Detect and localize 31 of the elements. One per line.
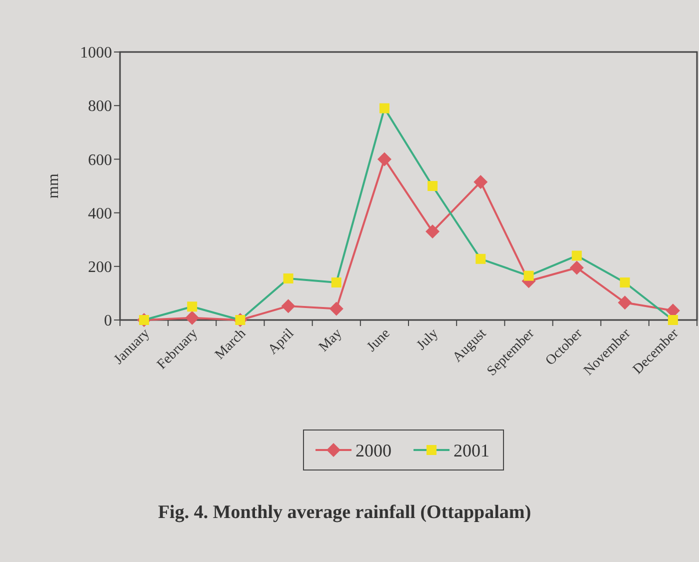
point (185, 310, 200, 325)
legend-label: 2001 (454, 440, 490, 460)
point (476, 254, 486, 264)
y-tick-label: 1000 (80, 44, 112, 62)
y-tick-label: 400 (88, 205, 112, 222)
point (668, 315, 678, 325)
point (331, 277, 342, 288)
y-tick-label: 0 (104, 312, 112, 330)
point (524, 270, 534, 281)
text: Fig. 4. Monthly average rainfall (Ottappalam) (158, 502, 532, 523)
legend-label: 2000 (356, 440, 392, 460)
point (377, 152, 392, 166)
x-tick-label: June (364, 326, 394, 355)
point (618, 296, 632, 310)
point (281, 299, 296, 314)
point (428, 181, 438, 191)
y-tick-label: 200 (88, 259, 112, 276)
point (572, 250, 582, 261)
point (379, 103, 390, 114)
y-tick-label: 800 (88, 98, 112, 116)
x-tick-label: July (414, 326, 442, 354)
point (620, 277, 630, 288)
y-axis-title: mm (45, 173, 62, 198)
point (283, 273, 294, 284)
y-tick-label: 600 (88, 152, 112, 169)
x-tick-label: May (316, 326, 346, 355)
point (474, 174, 488, 189)
point (329, 302, 344, 316)
point (187, 302, 198, 312)
point (426, 224, 440, 239)
point (570, 260, 584, 275)
